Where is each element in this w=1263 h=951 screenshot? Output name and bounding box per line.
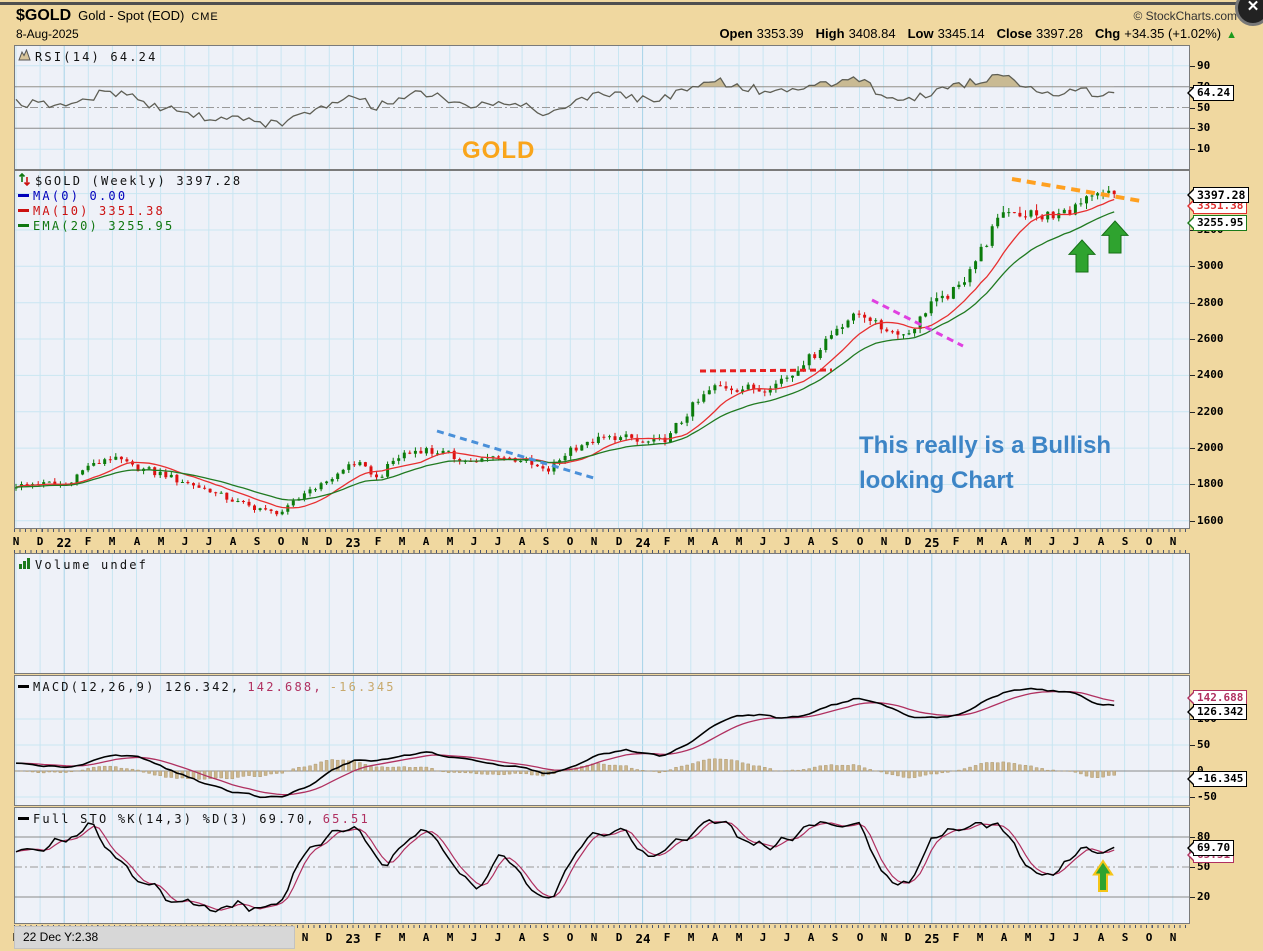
green-up-arrow <box>1100 220 1130 254</box>
macd-legend-label: MACD(12,26,9) 126.342, <box>33 679 241 694</box>
orange-dashed-trendline <box>1011 177 1142 203</box>
sto-legend-label: Full STO %K(14,3) %D(3) 69.70, <box>33 811 316 826</box>
change-label: Chg <box>1094 26 1121 41</box>
ma0-legend-label: MA(0) 0.00 <box>33 188 128 203</box>
high-value: 3408.84 <box>848 26 896 41</box>
x-tick-marks <box>14 925 1190 928</box>
rsi-legend-label: RSI(14) 64.24 <box>35 49 158 64</box>
low-value: 3345.14 <box>937 26 985 41</box>
copyright-label: © StockCharts.com <box>1133 9 1237 23</box>
volume-panel <box>14 553 1190 674</box>
ma0-line-swatch <box>18 194 29 197</box>
open-value: 3353.39 <box>756 26 804 41</box>
rsi-area-icon <box>18 48 31 64</box>
macd-signal-value: 142.688, <box>247 679 323 694</box>
chart-header: $GOLD Gold - Spot (EOD) CME © StockChart… <box>16 7 1237 25</box>
ema20-legend-label: EMA(20) 3255.95 <box>33 218 175 233</box>
green-up-arrow <box>1092 859 1114 892</box>
macd-legend: MACD(12,26,9) 126.342, 142.688, -16.345 <box>18 679 396 694</box>
low-label: Low <box>907 26 934 41</box>
price-legend: $GOLD (Weekly) 3397.28 MA(0) 0.00 MA(10)… <box>18 172 243 233</box>
volume-legend-label: Volume undef <box>35 557 149 572</box>
bullish-annotation-line1: This really is a Bullish <box>859 432 1112 459</box>
symbol-description: Gold - Spot (EOD) <box>78 8 185 23</box>
crosshair-readout: 22 Dec Y:2.38 <box>14 926 295 949</box>
rsi-legend: RSI(14) 64.24 <box>18 48 158 64</box>
window-top-edge <box>0 2 1263 5</box>
high-label: High <box>815 26 845 41</box>
magenta-dashed-trendline <box>871 298 964 348</box>
ma10-legend-label: MA(10) 3351.38 <box>33 203 165 218</box>
exchange-label: CME <box>191 11 219 23</box>
quote-bar: 8-Aug-2025 Open 3353.39 High 3408.84 Low… <box>16 26 1237 41</box>
symbol-label: $GOLD <box>16 7 72 24</box>
sto-line-swatch <box>18 817 29 820</box>
blue-dashed-trendline <box>436 429 598 481</box>
volume-legend: Volume undef <box>18 557 148 572</box>
chart-date: 8-Aug-2025 <box>16 27 79 41</box>
x-axis-top <box>14 529 1190 553</box>
close-label: Close <box>996 26 1032 41</box>
x-axis-bottom <box>14 925 1190 951</box>
macd-line-swatch <box>18 685 29 688</box>
stochastics-panel <box>14 807 1190 924</box>
volume-bars-icon <box>18 557 31 572</box>
x-tick-marks <box>14 529 1190 532</box>
up-triangle-icon: ▲ <box>1226 29 1237 41</box>
bullish-annotation-line2: looking Chart <box>859 467 1014 494</box>
stochastics-legend: Full STO %K(14,3) %D(3) 69.70, 65.51 <box>18 811 370 826</box>
macd-hist-value: -16.345 <box>329 679 396 694</box>
close-value: 3397.28 <box>1035 26 1083 41</box>
green-up-arrow <box>1067 239 1097 273</box>
red-dashed-line <box>699 368 833 373</box>
sto-signal-value: 65.51 <box>322 811 370 826</box>
change-value: +34.35 (+1.02%) <box>1124 26 1222 41</box>
price-legend-title: $GOLD (Weekly) 3397.28 <box>35 173 243 188</box>
ema20-line-swatch <box>18 224 29 227</box>
ma10-line-swatch <box>18 209 29 212</box>
bullish-annotation-text: This really is a Bullish looking Chart <box>859 428 1111 498</box>
gold-annotation-text: GOLD <box>462 137 536 164</box>
candlestick-icon <box>18 172 31 189</box>
x-tick-marks <box>14 550 1190 553</box>
open-label: Open <box>719 26 753 41</box>
